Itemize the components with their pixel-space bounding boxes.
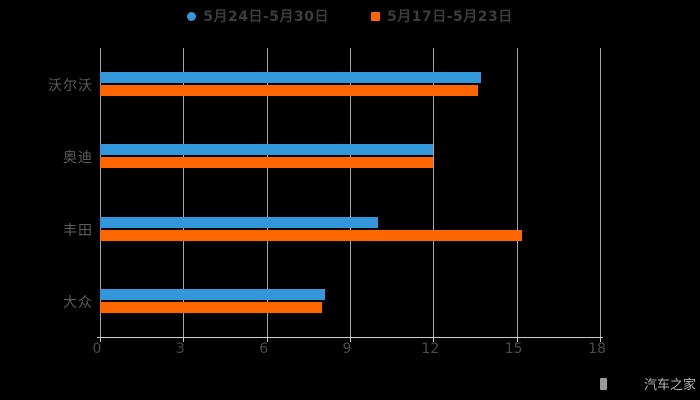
legend-item-may17-may23[interactable]: 5月17日-5月23日 [371, 6, 513, 26]
y-category-label-1: 奥迪 [63, 150, 93, 167]
gridline-0 [100, 48, 101, 337]
legend-label-may24-may30: 5月24日-5月30日 [203, 9, 329, 25]
bar-series1-1 [100, 157, 434, 169]
x-tick-label-3: 3 [175, 341, 185, 357]
x-axis-tick-15 [516, 337, 518, 342]
legend: 5月24日-5月30日 5月17日-5月23日 [0, 6, 700, 26]
legend-circle-marker-icon [187, 11, 197, 21]
y-category-label-3: 大众 [63, 294, 93, 311]
x-axis-line [97, 337, 603, 338]
x-axis-tick-9 [350, 337, 351, 342]
gridline-3 [183, 48, 185, 337]
autohome-logo-icon [599, 377, 607, 390]
x-axis-tick-0 [100, 337, 101, 342]
y-category-label-2: 丰田 [63, 222, 93, 239]
bar-series1-2 [100, 229, 523, 241]
legend-label-may17-may23: 5月17日-5月23日 [387, 9, 513, 25]
bar-series0-2 [100, 216, 378, 228]
x-axis-tick-6 [266, 337, 268, 342]
x-tick-label-15: 15 [504, 341, 523, 357]
x-axis-tick-3 [183, 337, 185, 342]
legend-square-marker-icon [371, 11, 380, 21]
x-tick-label-9: 9 [342, 341, 352, 357]
gridline-6 [266, 48, 268, 337]
watermark: 汽车之家 [599, 374, 696, 393]
x-tick-label-12: 12 [421, 341, 440, 357]
gridline-12 [433, 48, 435, 337]
gridline-15 [516, 48, 518, 337]
bar-series1-3 [100, 301, 323, 313]
y-category-label-0: 沃尔沃 [48, 78, 93, 95]
x-tick-label-0: 0 [92, 341, 102, 357]
gridline-9 [350, 48, 351, 337]
bar-series0-0 [100, 72, 481, 84]
x-axis-tick-12 [433, 337, 435, 342]
x-axis-tick-18 [600, 337, 601, 342]
legend-item-may24-may30[interactable]: 5月24日-5月30日 [187, 6, 329, 26]
x-tick-label-6: 6 [259, 341, 269, 357]
bar-series0-3 [100, 288, 325, 300]
bar-series1-0 [100, 85, 478, 97]
x-tick-label-18: 18 [588, 341, 606, 357]
watermark-text: 汽车之家 [643, 378, 696, 393]
gridline-18 [600, 48, 601, 337]
bar-series0-1 [100, 144, 434, 156]
